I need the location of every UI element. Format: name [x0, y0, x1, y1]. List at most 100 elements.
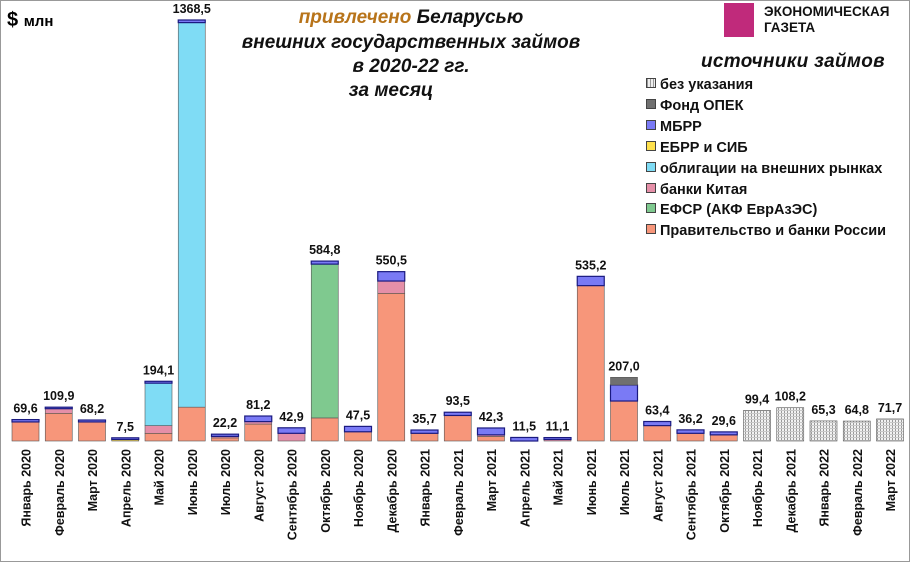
data-label: 1368,5 — [173, 2, 211, 16]
legend-item: банки Китая — [646, 182, 747, 198]
bar-segment-5-11 — [377, 271, 406, 282]
legend-item: Фонд ОПЕК — [646, 98, 743, 114]
x-tick-label: Март 2022 — [884, 449, 898, 511]
bar-segment-5-13 — [443, 411, 472, 417]
bar-segment-0-5 — [177, 406, 206, 442]
x-tick-label: Октябрь 2021 — [718, 449, 732, 533]
legend-swatch — [646, 161, 656, 172]
data-label: 535,2 — [575, 258, 606, 272]
bar-segment-0-1 — [44, 413, 73, 442]
bar-segment-0-9 — [310, 417, 339, 442]
bar-segment-5-10 — [343, 425, 373, 433]
legend-label: ЕБРР и СИБ — [660, 139, 748, 156]
bar-segment-0-20 — [676, 433, 705, 442]
chart-title-line4: за месяц — [348, 80, 434, 101]
bar-segment-5-2 — [77, 419, 107, 423]
bar-segment-5-18 — [609, 384, 639, 402]
x-tick-label: Апрель 2021 — [518, 449, 532, 527]
data-label: 550,5 — [376, 254, 407, 268]
bar-segment-5-15 — [510, 436, 539, 442]
bar-segment-2-11 — [377, 280, 406, 294]
unit-label: $ млн — [7, 9, 54, 31]
bar-segment-3-4 — [144, 382, 173, 426]
legend-item: ЕФСР (АКФ ЕврАзЭС) — [646, 202, 817, 218]
legend-swatch — [646, 140, 656, 151]
chart-title-line2: внешних государственных займов — [241, 32, 581, 53]
bar-segment-5-19 — [643, 420, 672, 427]
bar-segment-0-21 — [709, 434, 738, 442]
bar-segment-7-23 — [776, 407, 805, 442]
legend-item: облигации на внешних рынках — [646, 161, 882, 177]
legend-swatch — [646, 78, 656, 88]
chart-title-line3: в 2020-22 гг. — [352, 56, 470, 77]
bar-segment-0-2 — [78, 421, 106, 442]
bar-segment-5-21 — [709, 431, 738, 436]
data-label: 93,5 — [446, 394, 470, 408]
legend-label: МБРР — [660, 118, 702, 135]
bar-segment-1-9 — [310, 263, 339, 419]
x-tick-label: Январь 2022 — [818, 449, 832, 527]
bar-segment-2-4 — [144, 425, 173, 434]
x-tick-label: Ноябрь 2021 — [751, 449, 765, 527]
x-tick-label: Декабрь 2020 — [385, 449, 399, 533]
bar-segment-5-14 — [476, 427, 506, 436]
bar-segment-7-26 — [876, 418, 904, 442]
data-label: 207,0 — [608, 359, 639, 373]
bar-segment-5-9 — [310, 260, 339, 265]
data-label: 63,4 — [645, 403, 669, 417]
x-tick-label: Ноябрь 2020 — [352, 449, 366, 527]
legend-label: без указания — [660, 77, 754, 93]
data-label: 108,2 — [775, 390, 806, 404]
legend-item: Правительство и банки России — [646, 223, 886, 239]
data-label: 64,8 — [845, 403, 869, 417]
bar-segment-0-6 — [211, 437, 239, 442]
data-label: 68,2 — [80, 402, 104, 416]
legend-swatch — [646, 98, 656, 109]
data-label: 7,5 — [117, 420, 134, 434]
data-label: 109,9 — [43, 389, 74, 403]
legend-item: без указания — [646, 77, 753, 93]
x-tick-label: Январь 2020 — [20, 449, 34, 527]
data-label: 11,5 — [512, 419, 536, 433]
bar-segment-7-24 — [809, 420, 838, 442]
bar-segment-7-25 — [842, 420, 871, 442]
data-label: 11,1 — [546, 420, 570, 434]
x-tick-label: Октябрь 2020 — [319, 449, 333, 533]
bar-segment-5-17 — [576, 275, 605, 287]
x-tick-label: Сентябрь 2020 — [286, 449, 300, 540]
bar-segment-0-4 — [144, 433, 173, 442]
bar-segment-3-5 — [177, 22, 206, 408]
bar-segment-0-12 — [410, 433, 439, 442]
data-label: 81,2 — [246, 398, 270, 412]
bar-segment-0-18 — [610, 400, 638, 442]
bar-segment-0-13 — [443, 415, 472, 442]
legend-swatch — [646, 182, 656, 193]
bar-segment-0-10 — [344, 431, 372, 442]
bar-segment-5-4 — [144, 380, 173, 384]
data-label: 65,3 — [811, 403, 835, 417]
legend-title: источники займов — [701, 51, 885, 72]
bar-segment-5-1 — [44, 406, 73, 410]
x-tick-label: Август 2021 — [651, 449, 665, 522]
x-tick-label: Март 2020 — [86, 449, 100, 511]
x-tick-label: Апрель 2020 — [119, 449, 133, 527]
chart-title-line1: привлечено Беларусью — [298, 7, 524, 28]
x-tick-label: Май 2021 — [552, 449, 566, 506]
x-tick-label: Июль 2020 — [219, 449, 233, 515]
data-label: 99,4 — [745, 392, 769, 406]
bar-segment-5-7 — [244, 415, 273, 423]
data-label: 194,1 — [143, 363, 174, 377]
bar-segment-0-19 — [643, 425, 672, 442]
bar-segment-5-0 — [11, 418, 40, 423]
bar-segment-5-16 — [543, 436, 572, 441]
x-tick-label: Февраль 2020 — [53, 449, 67, 536]
bar-segment-2-8 — [277, 433, 306, 442]
data-label: 35,7 — [412, 412, 436, 426]
data-label: 36,2 — [678, 412, 702, 426]
bar-segment-0-14 — [477, 436, 505, 442]
x-tick-label: Июль 2021 — [618, 449, 632, 515]
x-tick-label: Август 2020 — [252, 449, 266, 522]
legend-item: ЕБРР и СИБ — [646, 140, 748, 156]
x-tick-label: Январь 2021 — [419, 449, 433, 527]
